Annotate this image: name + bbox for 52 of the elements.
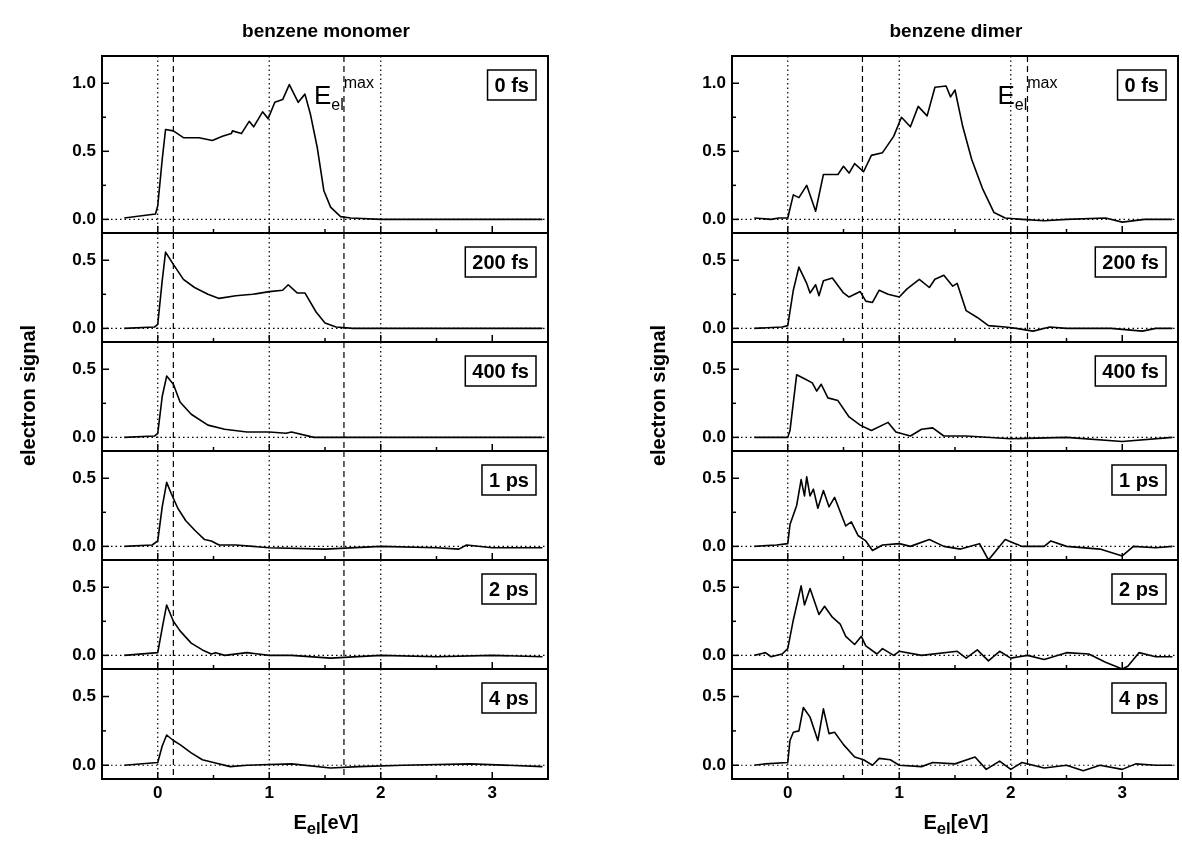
x-tick-label: 2 (1006, 782, 1016, 802)
y-tick-label: 0.0 (72, 645, 96, 665)
annotation: 1 ps (1118, 468, 1160, 491)
y-tick-label: 0.0 (702, 536, 726, 556)
x-tick-label: 1 (264, 782, 274, 802)
y-tick-label: 0.5 (702, 141, 726, 160)
chart-title: benzene monomer (241, 20, 411, 42)
y-tick-label: 0.5 (72, 249, 96, 269)
annotation: 1 ps (488, 468, 530, 491)
y-tick-label: 0.5 (72, 358, 96, 378)
y-tick-label: 0.0 (702, 645, 726, 665)
y-tick-label: 1.0 (72, 72, 96, 92)
y-tick-label: 0.5 (702, 358, 726, 378)
y-tick-label: 0.0 (72, 318, 96, 338)
y-tick-label: 1.0 (702, 72, 726, 92)
x-tick-label: 1 (894, 782, 904, 802)
annotation: 4 ps (1118, 686, 1160, 709)
y-tick-label: 0.0 (72, 536, 96, 556)
y-tick-label: 0.5 (702, 686, 726, 706)
y-tick-label: 0.5 (72, 576, 96, 596)
x-axis-title: E$_{el}$[eV] (292, 811, 360, 839)
annotation: 200 fs (472, 250, 529, 273)
annotation: 400 fs (472, 359, 529, 382)
y-tick-label: 0.0 (72, 427, 96, 447)
annotation: 200 fs (1102, 250, 1159, 273)
annotation: 0 fs (494, 73, 529, 96)
y-tick-label: 0.5 (72, 467, 96, 487)
annotation: 2 ps (488, 577, 530, 600)
x-tick-label: 0 (153, 782, 163, 802)
x-tick-label: 0 (783, 782, 793, 802)
annotation: 4 ps (488, 686, 530, 709)
x-tick-label: 3 (487, 782, 497, 802)
y-tick-label: 0.5 (72, 141, 96, 160)
y-tick-label: 0.0 (702, 209, 726, 229)
chart-title: benzene dimer (888, 20, 1024, 42)
y-tick-label: 0.0 (702, 427, 726, 447)
y-tick-label: 0.0 (702, 318, 726, 338)
y-tick-label: 0.0 (72, 209, 96, 229)
annotation: 2 ps (1118, 577, 1160, 600)
annotation: 0 fs (1124, 73, 1159, 96)
y-axis-title: electron signal (646, 324, 670, 466)
y-tick-label: 0.5 (702, 576, 726, 596)
y-tick-label: 0.5 (702, 249, 726, 269)
y-tick-label: 0.0 (702, 754, 726, 774)
y-tick-label: 0.5 (72, 686, 96, 706)
x-tick-label: 2 (376, 782, 386, 802)
x-tick-label: 3 (1117, 782, 1127, 802)
y-tick-label: 0.0 (72, 754, 96, 774)
y-tick-label: 0.5 (702, 467, 726, 487)
x-axis-title: E$_{el}$[eV] (922, 811, 990, 839)
annotation: 400 fs (1102, 359, 1159, 382)
y-axis-title: electron signal (16, 324, 40, 466)
